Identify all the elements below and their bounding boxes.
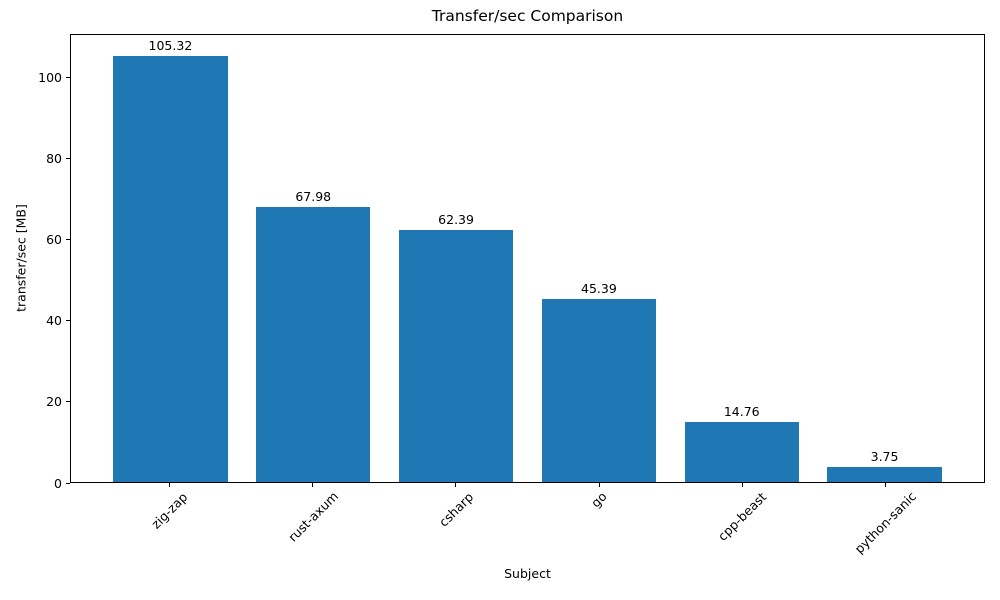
y-tick-label: 20 [46, 394, 62, 410]
y-tick-mark [66, 157, 70, 159]
x-tick-label: cpp-beast [715, 489, 770, 544]
y-tick-label: 100 [38, 69, 62, 85]
y-tick-label: 80 [46, 150, 62, 166]
y-tick-mark [66, 76, 70, 78]
y-tick-mark [66, 482, 70, 484]
bar-group: 105.32 [99, 35, 242, 482]
x-tick-mark [455, 483, 457, 487]
x-tick-mark [169, 483, 171, 487]
bars-container: 105.32 67.98 62.39 45.39 14.76 3.75 [71, 35, 984, 482]
x-tick-label: rust-axum [284, 488, 341, 545]
bar-group: 45.39 [527, 35, 670, 482]
chart-title: Transfer/sec Comparison [431, 7, 624, 25]
x-tick-label: csharp [435, 488, 477, 530]
x-tick-mark [741, 483, 743, 487]
y-tick-label: 60 [46, 231, 62, 247]
bar-group: 14.76 [670, 35, 813, 482]
x-tick-mark [884, 483, 886, 487]
bar-go: 45.39 [541, 281, 657, 482]
x-tick-label: go [588, 489, 610, 511]
bar-python-sanic: 3.75 [827, 449, 942, 482]
y-tick-mark [66, 238, 70, 240]
y-tick-mark [66, 401, 70, 403]
y-axis-label: transfer/sec [MB] [13, 204, 29, 312]
y-tick-mark [66, 320, 70, 322]
bar-value-label: 3.75 [870, 448, 899, 464]
x-axis-label: Subject [504, 566, 551, 581]
plot-area: 105.32 67.98 62.39 45.39 14.76 3.75 [70, 34, 985, 483]
x-tick-label: zig-zap [148, 489, 191, 532]
bar-cpp-beast: 14.76 [684, 404, 799, 482]
x-tick-mark [312, 483, 314, 487]
bar-value-label: 45.39 [580, 280, 617, 296]
bar-value-label: 105.32 [148, 38, 193, 54]
bar-csharp: 62.39 [398, 212, 514, 482]
y-tick-label: 0 [54, 475, 62, 491]
x-tick-mark [598, 483, 600, 487]
bar-value-label: 67.98 [295, 189, 332, 205]
bar-zig-zap: 105.32 [113, 38, 228, 482]
bar-value-label: 14.76 [723, 404, 760, 420]
bar-group: 62.39 [385, 35, 528, 482]
bar-rust-axum: 67.98 [256, 189, 371, 482]
y-tick-label: 40 [46, 313, 62, 329]
bar-value-label: 62.39 [438, 211, 474, 227]
bar-group: 67.98 [242, 35, 385, 482]
x-tick-label: python-sanic [851, 489, 920, 557]
bar-group: 3.75 [813, 35, 956, 482]
